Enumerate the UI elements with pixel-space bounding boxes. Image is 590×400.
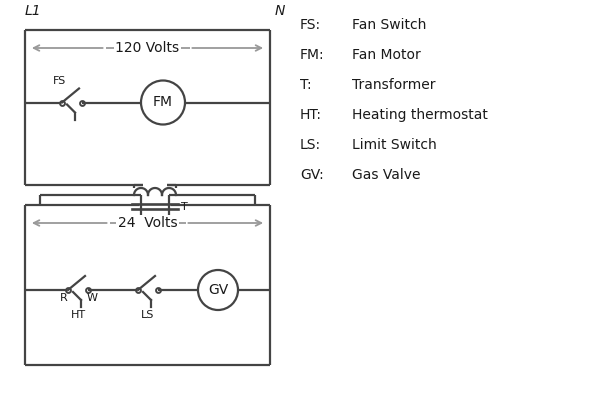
Text: 24  Volts: 24 Volts — [117, 216, 178, 230]
Text: LS:: LS: — [300, 138, 321, 152]
Text: Fan Switch: Fan Switch — [352, 18, 427, 32]
Text: GV:: GV: — [300, 168, 324, 182]
Text: Heating thermostat: Heating thermostat — [352, 108, 488, 122]
Text: 120 Volts: 120 Volts — [116, 41, 179, 55]
Text: Fan Motor: Fan Motor — [352, 48, 421, 62]
Text: Gas Valve: Gas Valve — [352, 168, 421, 182]
Text: FS: FS — [53, 76, 67, 86]
Text: Limit Switch: Limit Switch — [352, 138, 437, 152]
Text: FM:: FM: — [300, 48, 325, 62]
Text: W: W — [87, 293, 97, 303]
Text: LS: LS — [142, 310, 155, 320]
Text: GV: GV — [208, 283, 228, 297]
Text: T:: T: — [300, 78, 312, 92]
Text: N: N — [275, 4, 286, 18]
Text: L1: L1 — [25, 4, 42, 18]
Text: HT: HT — [70, 310, 86, 320]
Text: R: R — [60, 293, 68, 303]
Text: FS:: FS: — [300, 18, 321, 32]
Text: Transformer: Transformer — [352, 78, 435, 92]
Text: T: T — [181, 202, 188, 212]
Text: HT:: HT: — [300, 108, 322, 122]
Text: FM: FM — [153, 96, 173, 110]
